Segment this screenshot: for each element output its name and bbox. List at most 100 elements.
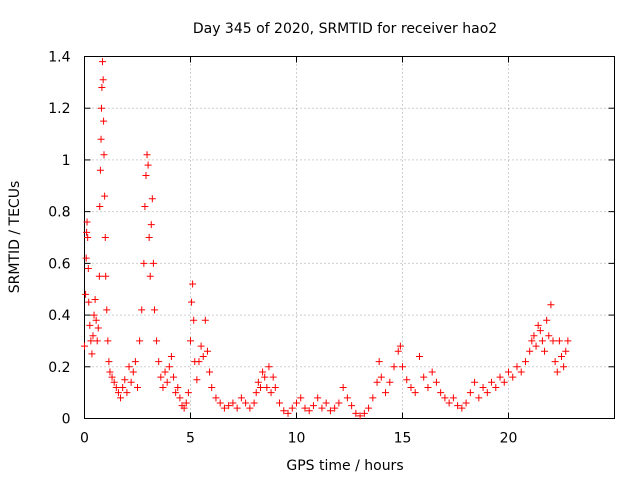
data-point: [462, 399, 470, 407]
data-point: [92, 316, 100, 324]
x-axis-title: GPS time / hours: [286, 458, 403, 474]
data-point: [89, 332, 97, 340]
data-point: [148, 195, 156, 203]
data-point: [513, 363, 521, 371]
data-point: [149, 259, 157, 267]
data-point: [88, 350, 96, 358]
data-point: [99, 58, 107, 66]
data-point: [538, 337, 546, 345]
data-point: [528, 337, 536, 345]
data-point: [82, 254, 90, 262]
data-point: [543, 316, 551, 324]
data-point: [564, 337, 572, 345]
data-point: [100, 117, 108, 125]
data-point: [203, 347, 211, 355]
data-point: [81, 342, 88, 350]
data-point: [424, 383, 432, 391]
data-point: [101, 234, 109, 241]
data-point: [237, 394, 245, 402]
data-point: [95, 272, 103, 280]
data-point: [454, 402, 462, 410]
data-point: [93, 337, 101, 345]
data-point: [331, 404, 339, 412]
data-point: [138, 306, 146, 314]
data-point: [305, 407, 313, 415]
y-tick-label: 0.2: [48, 360, 70, 376]
data-point: [96, 166, 104, 174]
data-point: [182, 399, 190, 407]
data-point: [102, 272, 110, 280]
data-point: [458, 404, 466, 412]
data-points: [81, 58, 572, 420]
data-point: [403, 376, 411, 384]
data-point: [127, 378, 135, 386]
data-point: [549, 337, 557, 345]
data-point: [479, 383, 487, 391]
data-point: [547, 301, 555, 309]
data-point: [150, 306, 158, 314]
data-point: [293, 399, 300, 407]
data-point: [163, 378, 171, 386]
data-point: [141, 202, 149, 210]
data-point: [83, 228, 91, 236]
data-point: [428, 368, 436, 376]
data-point: [87, 337, 95, 345]
data-point: [82, 290, 90, 298]
data-point: [94, 324, 102, 332]
data-point: [390, 363, 398, 371]
data-point: [125, 363, 133, 371]
data-point: [534, 321, 542, 329]
data-point: [167, 352, 175, 360]
y-tick-label: 1.2: [48, 101, 70, 117]
data-point: [131, 358, 139, 366]
data-point: [201, 316, 209, 324]
data-point: [536, 327, 544, 335]
data-point: [545, 332, 553, 340]
data-point: [157, 373, 165, 381]
data-point: [314, 394, 322, 402]
data-point: [375, 358, 383, 366]
data-point: [187, 337, 194, 345]
data-point: [229, 399, 237, 407]
data-point: [505, 368, 512, 376]
data-point: [352, 409, 360, 417]
data-point: [250, 399, 258, 407]
data-point: [254, 378, 262, 386]
x-tick-label: 0: [80, 431, 89, 447]
data-point: [471, 378, 479, 386]
data-point: [84, 265, 92, 273]
data-point: [356, 412, 364, 420]
data-point: [261, 373, 269, 381]
data-point: [208, 383, 216, 391]
data-point: [343, 394, 351, 402]
data-point: [530, 332, 538, 340]
data-point: [114, 389, 122, 397]
data-point: [184, 389, 192, 397]
x-tick-label: 10: [288, 431, 306, 447]
data-point: [492, 383, 500, 391]
data-point: [170, 373, 178, 381]
data-point: [441, 394, 449, 402]
y-tick-label: 0.8: [48, 205, 70, 221]
data-point: [165, 363, 173, 371]
data-point: [276, 399, 284, 407]
data-point: [143, 151, 151, 159]
data-point: [117, 394, 125, 402]
data-point: [437, 389, 445, 397]
data-point: [86, 321, 94, 329]
data-point: [483, 389, 491, 397]
data-point: [509, 373, 517, 381]
data-point: [246, 404, 254, 412]
data-point: [98, 84, 106, 92]
data-point: [339, 383, 347, 391]
data-point: [159, 383, 167, 391]
data-point: [123, 389, 131, 397]
data-point: [449, 394, 457, 402]
data-point: [288, 404, 296, 412]
data-point: [83, 218, 91, 226]
data-point: [121, 376, 129, 384]
data-point: [360, 409, 368, 417]
data-point: [153, 337, 161, 345]
